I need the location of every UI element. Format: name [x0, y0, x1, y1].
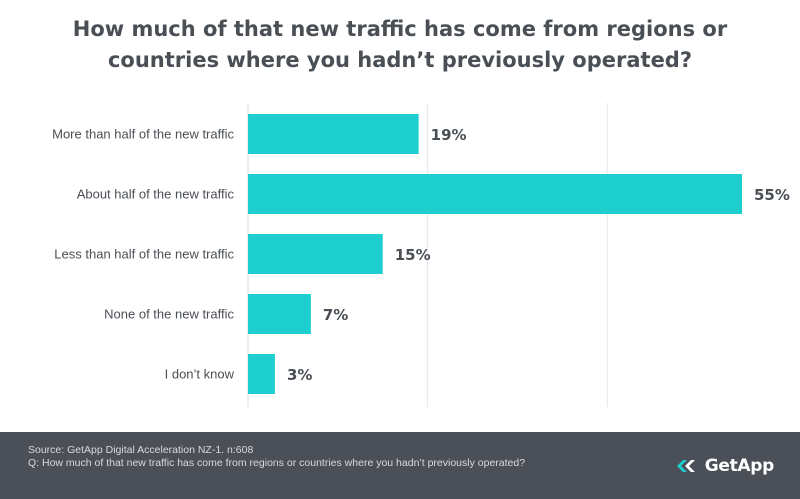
- value-label: 15%: [395, 246, 431, 264]
- bar: [248, 354, 275, 394]
- footer: Source: GetApp Digital Acceleration NZ-1…: [0, 432, 800, 499]
- category-label: Less than half of the new traffic: [54, 247, 234, 262]
- value-label: 7%: [323, 306, 348, 324]
- category-label: More than half of the new traffic: [52, 127, 234, 142]
- value-label: 55%: [754, 186, 790, 204]
- footer-text: Source: GetApp Digital Acceleration NZ-1…: [28, 444, 608, 470]
- chart-title: How much of that new traffic has come fr…: [72, 17, 728, 72]
- bar: [248, 294, 311, 334]
- getapp-logo: GetApp: [675, 456, 774, 476]
- logo-text: GetApp: [704, 456, 775, 476]
- bar-chart: More than half of the new traffic 19% Abou…: [52, 103, 790, 407]
- bar: [248, 174, 742, 214]
- value-label: 3%: [287, 366, 312, 384]
- source-note: Source: GetApp Digital Acceleration NZ-1…: [28, 444, 254, 456]
- labels-layer: More than half of the new traffic 19% Abou…: [52, 126, 790, 384]
- question-note: Q: How much of that new traffic has come…: [28, 457, 526, 469]
- bar: [248, 234, 383, 274]
- bars-layer: [248, 114, 742, 394]
- value-label: 19%: [431, 126, 467, 144]
- category-label: About half of the new traffic: [77, 187, 235, 202]
- getapp-logo-icon: [676, 460, 695, 472]
- category-label: None of the new traffic: [104, 307, 234, 322]
- bar: [248, 114, 419, 154]
- category-label: I don’t know: [165, 367, 235, 382]
